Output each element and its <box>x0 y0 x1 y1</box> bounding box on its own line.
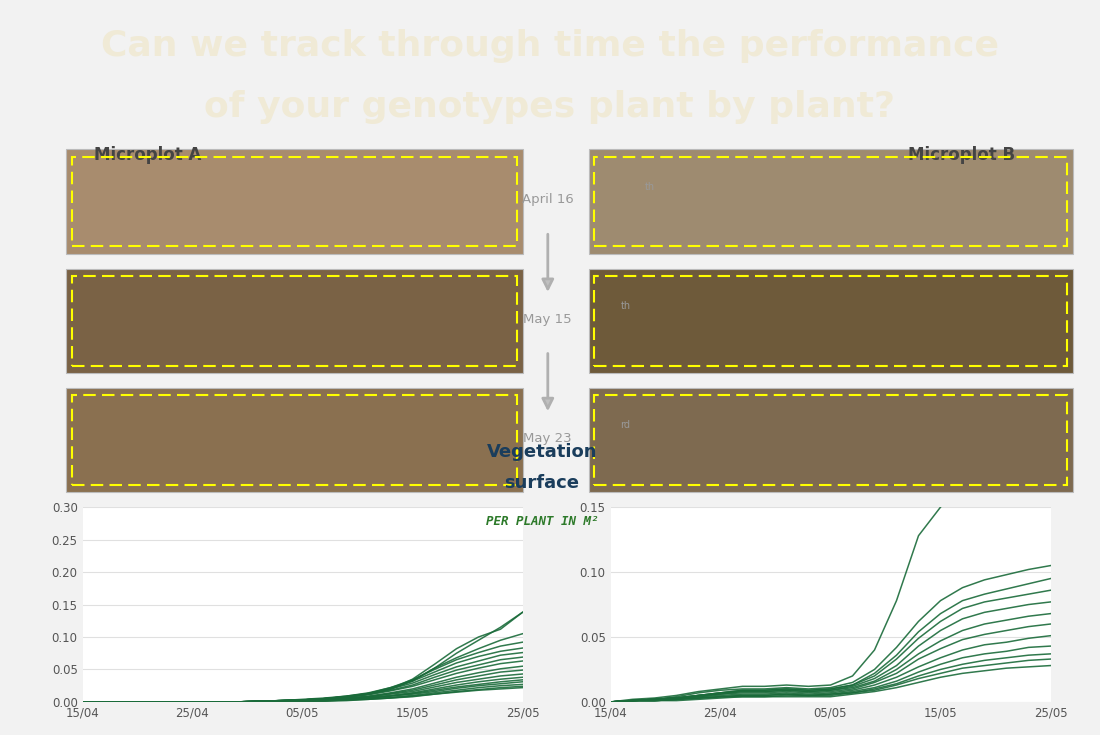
Text: of your genotypes plant by plant?: of your genotypes plant by plant? <box>205 90 895 124</box>
Text: May 23: May 23 <box>524 431 572 445</box>
Text: surface: surface <box>504 474 580 492</box>
Text: Vegetation: Vegetation <box>486 443 597 462</box>
Bar <box>72 276 517 365</box>
Bar <box>66 269 522 373</box>
Bar <box>594 395 1067 485</box>
Bar <box>588 388 1072 492</box>
Text: Can we track through time the performance: Can we track through time the performanc… <box>101 29 999 62</box>
Text: Microplot A: Microplot A <box>94 146 201 164</box>
Text: th: th <box>645 182 654 192</box>
Bar <box>66 149 522 254</box>
Bar <box>594 276 1067 365</box>
Text: th: th <box>620 301 630 311</box>
Bar <box>588 149 1072 254</box>
Bar <box>66 388 522 492</box>
Text: April 16: April 16 <box>521 193 574 207</box>
Text: rd: rd <box>620 420 630 430</box>
Bar <box>72 157 517 246</box>
Bar <box>594 157 1067 246</box>
Bar <box>72 395 517 485</box>
Bar <box>588 269 1072 373</box>
Text: PER PLANT IN M²: PER PLANT IN M² <box>485 515 598 528</box>
Text: Microplot B: Microplot B <box>908 146 1014 164</box>
Text: May 15: May 15 <box>524 312 572 326</box>
